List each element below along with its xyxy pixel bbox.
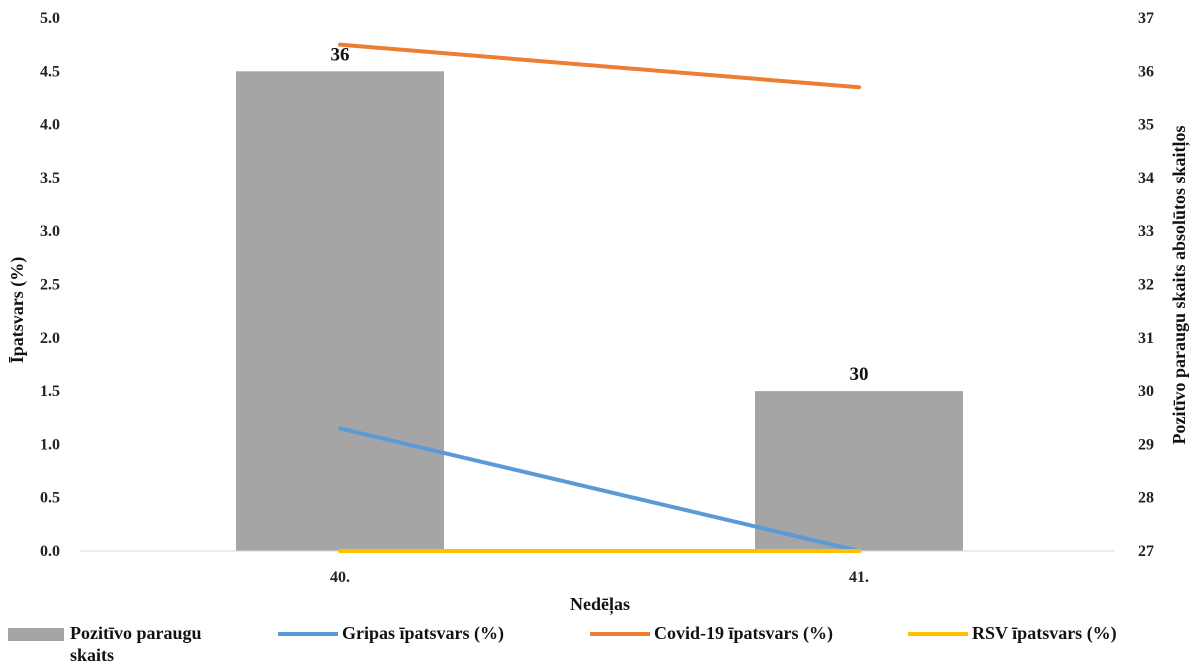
legend-label-gripas: Gripas īpatsvars (%) [342, 623, 504, 643]
legend-label-rsv: RSV īpatsvars (%) [972, 623, 1117, 643]
left-tick-label: 0.0 [40, 543, 60, 560]
right-tick-label: 29 [1138, 436, 1154, 453]
legend-item-bar: Pozitīvo paraugu skaits [8, 622, 202, 666]
right-tick-label: 37 [1138, 10, 1154, 27]
right-tick-label: 35 [1138, 117, 1154, 134]
legend-label-bar: Pozitīvo paraugu skaits [70, 622, 202, 666]
y-axis-left-title: Īpatsvars (%) [7, 257, 28, 364]
left-tick-label: 4.0 [40, 117, 60, 134]
legend-swatch-rsv [908, 632, 968, 636]
series-line [338, 42, 861, 90]
series-line [338, 426, 861, 553]
combo-chart: 0.0 0.5 1.0 1.5 2.0 2.5 3.0 3.5 4.0 4.5 5.0 27 28 29… [7, 10, 1190, 615]
bar [236, 71, 444, 552]
right-tick-label: 27 [1138, 543, 1154, 560]
right-tick-label: 33 [1138, 223, 1154, 240]
right-tick-label: 32 [1138, 277, 1154, 294]
legend-item-covid: Covid-19 īpatsvars (%) [590, 622, 833, 644]
bar-data-labels: 36 30 [331, 44, 869, 385]
left-axis-ticks: 0.0 0.5 1.0 1.5 2.0 2.5 3.0 3.5 4.0 4.5 5.0 [40, 10, 60, 560]
left-tick-label: 1.0 [40, 436, 60, 453]
legend-swatch-gripas [278, 632, 338, 636]
legend-swatch-covid [590, 632, 650, 636]
right-tick-label: 30 [1138, 383, 1154, 400]
right-tick-label: 36 [1138, 63, 1154, 80]
x-axis-title: Nedēļas [570, 594, 630, 615]
y-axis-right-title: Pozitīvo paraugu skaits absolūtos skaitļ… [1169, 125, 1190, 444]
right-tick-label: 34 [1138, 170, 1154, 187]
left-tick-label: 5.0 [40, 10, 60, 27]
x-tick-label: 41. [849, 569, 869, 586]
bar-data-label: 30 [850, 364, 869, 385]
legend-swatch-bar [8, 628, 64, 641]
left-tick-label: 3.0 [40, 223, 60, 240]
legend-item-rsv: RSV īpatsvars (%) [908, 622, 1117, 644]
legend-label-covid: Covid-19 īpatsvars (%) [654, 623, 833, 643]
x-tick-label: 40. [330, 569, 350, 586]
left-tick-label: 2.5 [40, 277, 60, 294]
right-axis-ticks: 27 28 29 30 31 32 33 34 35 36 37 [1138, 10, 1154, 560]
legend-label-bar-line2: skaits [70, 645, 115, 665]
bar-data-label: 36 [331, 44, 350, 65]
x-axis-ticks: 40. 41. [330, 569, 869, 586]
right-tick-label: 28 [1138, 490, 1154, 507]
bar [755, 391, 963, 551]
line-series [338, 42, 861, 553]
legend: Pozitīvo paraugu skaits Gripas īpatsvars… [0, 622, 1195, 665]
bar-series [236, 71, 963, 552]
left-tick-label: 3.5 [40, 170, 60, 187]
left-tick-label: 1.5 [40, 383, 60, 400]
legend-label-bar-line1: Pozitīvo paraugu [70, 623, 202, 643]
right-tick-label: 31 [1138, 330, 1154, 347]
legend-item-gripas: Gripas īpatsvars (%) [278, 622, 504, 644]
left-tick-label: 0.5 [40, 490, 60, 507]
left-tick-label: 4.5 [40, 63, 60, 80]
left-tick-label: 2.0 [40, 330, 60, 347]
